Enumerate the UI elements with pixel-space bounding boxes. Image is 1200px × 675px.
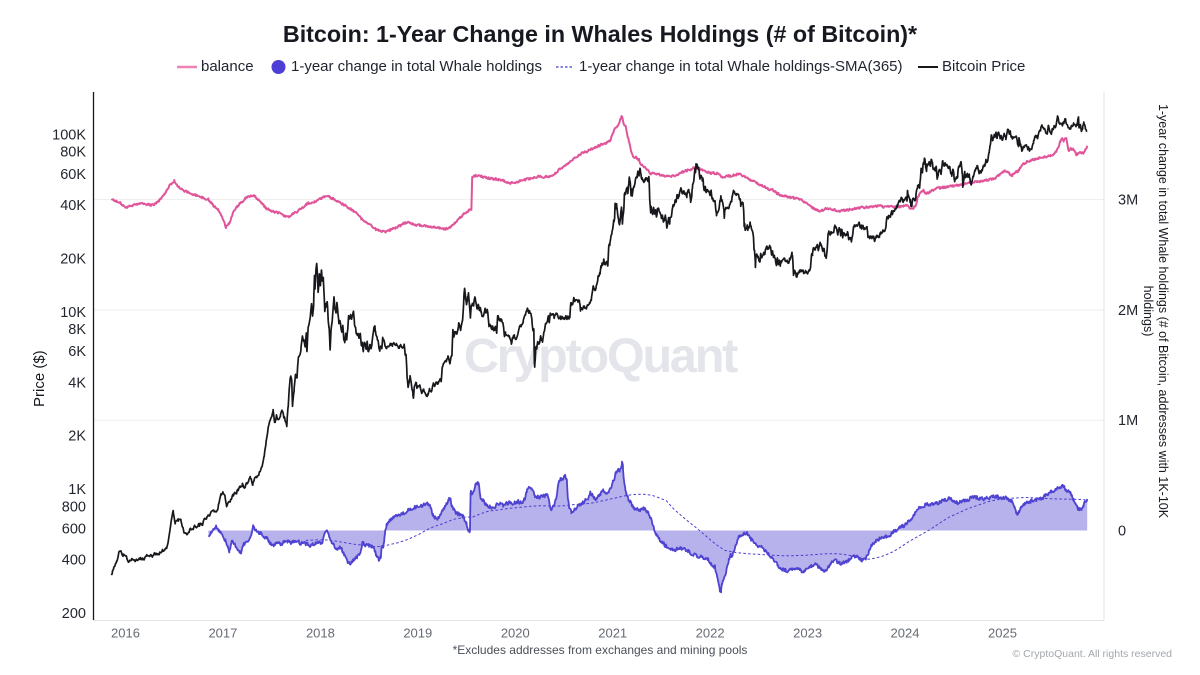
svg-text:2021: 2021 bbox=[598, 626, 627, 641]
svg-text:60K: 60K bbox=[60, 167, 86, 183]
svg-text:4K: 4K bbox=[68, 375, 86, 391]
svg-text:2016: 2016 bbox=[111, 626, 140, 641]
svg-text:400: 400 bbox=[62, 553, 86, 569]
svg-text:20K: 20K bbox=[60, 251, 86, 267]
svg-text:2023: 2023 bbox=[793, 626, 822, 641]
svg-text:6K: 6K bbox=[68, 344, 86, 360]
svg-text:2024: 2024 bbox=[891, 626, 920, 641]
svg-text:80K: 80K bbox=[60, 145, 86, 161]
svg-text:10K: 10K bbox=[60, 305, 86, 321]
svg-text:40K: 40K bbox=[60, 198, 86, 214]
svg-text:2K: 2K bbox=[68, 429, 86, 445]
svg-text:1M: 1M bbox=[1118, 413, 1138, 429]
svg-text:200: 200 bbox=[62, 606, 86, 622]
svg-text:600: 600 bbox=[62, 521, 86, 537]
svg-text:8K: 8K bbox=[68, 322, 86, 338]
svg-text:2022: 2022 bbox=[696, 626, 725, 641]
svg-text:2025: 2025 bbox=[988, 626, 1017, 641]
svg-text:100K: 100K bbox=[52, 128, 86, 144]
svg-text:800: 800 bbox=[62, 499, 86, 515]
svg-text:2019: 2019 bbox=[403, 626, 432, 641]
svg-text:3M: 3M bbox=[1118, 193, 1138, 209]
svg-text:2M: 2M bbox=[1118, 303, 1138, 319]
svg-text:2018: 2018 bbox=[306, 626, 335, 641]
svg-text:1K: 1K bbox=[68, 482, 86, 498]
svg-text:0: 0 bbox=[1118, 524, 1126, 540]
svg-text:2017: 2017 bbox=[208, 626, 237, 641]
svg-text:2020: 2020 bbox=[501, 626, 530, 641]
